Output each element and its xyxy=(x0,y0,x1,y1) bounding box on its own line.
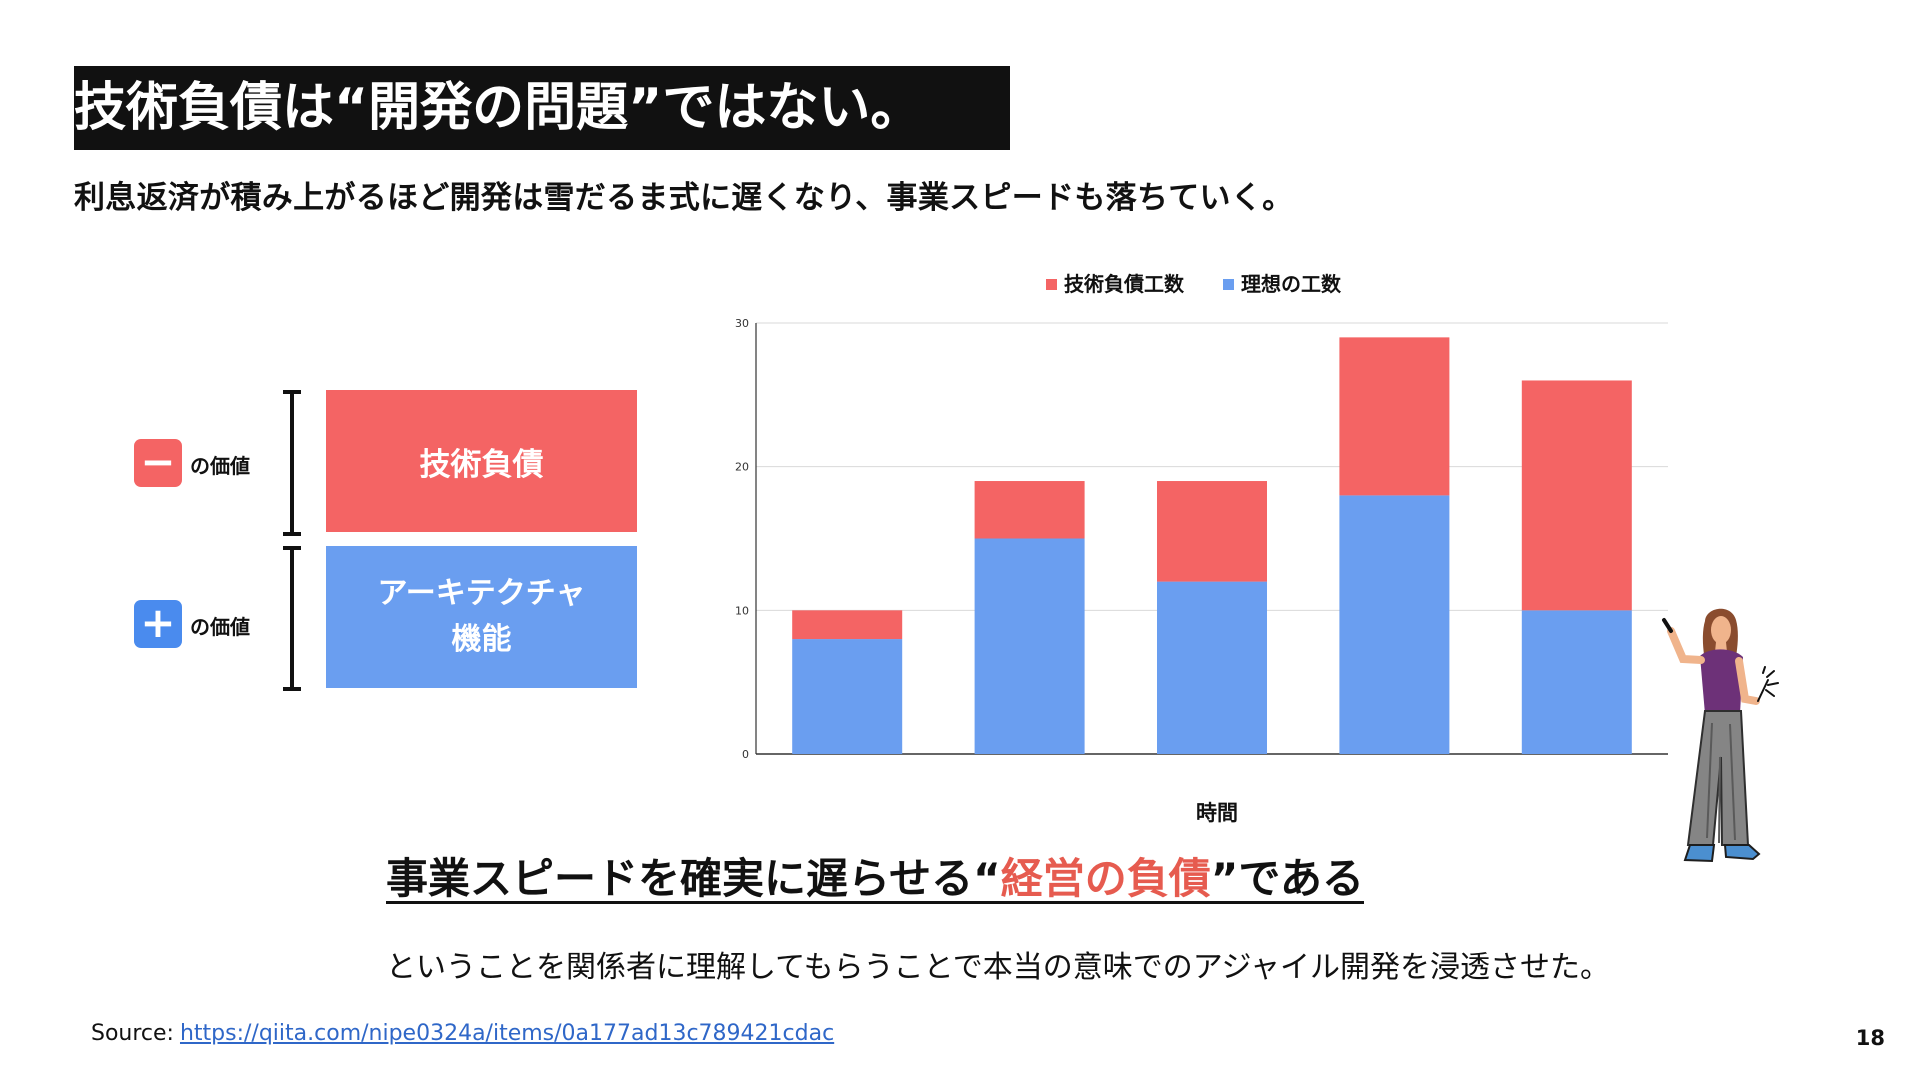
chart-grid xyxy=(756,322,1668,755)
y-tick-label: 0 xyxy=(742,748,749,761)
presenter-shirt-icon xyxy=(1700,649,1743,714)
technical-debt-bar xyxy=(1157,481,1267,582)
conclusion-highlight: 経営の負債 xyxy=(1000,854,1211,903)
ideal-effort-bar xyxy=(1157,581,1267,754)
legend-label: 技術負債工数 xyxy=(1064,272,1185,296)
technical-debt-bar xyxy=(792,610,903,640)
technical-debt-bar xyxy=(1521,380,1632,611)
positive-value-label: の価値 xyxy=(190,615,250,639)
negative-value-label: の価値 xyxy=(190,454,250,478)
ideal-effort-bar xyxy=(1339,495,1450,754)
architecture-label: アーキテクチャ xyxy=(377,575,586,611)
legend-label: 理想の工数 xyxy=(1241,272,1342,296)
slide-title: 技術負債は“開発の問題”ではない。 xyxy=(74,66,1010,150)
legend-swatch xyxy=(1223,279,1234,290)
presenter-illustration-icon xyxy=(1662,608,1779,863)
source-citation: Source: https://qiita.com/nipe0324a/items… xyxy=(91,1021,834,1046)
technical-debt-bar xyxy=(1339,337,1450,496)
technical-debt-bar xyxy=(974,481,1085,539)
technical-debt-box: 技術負債 xyxy=(326,390,637,532)
x-axis-label: 時間 xyxy=(1196,801,1238,825)
presenter-arm-icon xyxy=(1662,618,1779,705)
plus-icon: + xyxy=(134,600,182,648)
source-label: Source: xyxy=(91,1021,174,1046)
y-tick-label: 30 xyxy=(735,317,749,330)
y-tick-label: 20 xyxy=(735,461,749,474)
ideal-effort-bar xyxy=(974,538,1085,754)
negative-value-bracket xyxy=(283,390,301,536)
conclusion-suffix: ”である xyxy=(1210,854,1364,903)
source-link[interactable]: https://qiita.com/nipe0324a/items/0a177a… xyxy=(179,1021,835,1046)
presenter-pants-icon xyxy=(1686,710,1750,846)
chart-axis: 0 10 20 30 時間 xyxy=(735,317,1238,825)
architecture-feature-box: アーキテクチャ 機能 xyxy=(326,546,637,688)
y-tick-label: 10 xyxy=(735,604,749,617)
conclusion-prefix: 事業スピードを確実に遅らせる“ xyxy=(386,854,1001,903)
positive-value-bracket xyxy=(283,546,301,691)
minus-icon: − xyxy=(134,439,182,487)
page-number: 18 xyxy=(1855,1026,1885,1050)
ideal-effort-bar xyxy=(1521,610,1632,754)
presenter-shoes-icon xyxy=(1683,844,1761,863)
feature-label: 機能 xyxy=(451,622,512,657)
explanation-note: ということを関係者に理解してもらうことで本当の意味でのアジャイル開発を浸透させた… xyxy=(386,950,1610,985)
slide-subtitle: 利息返済が積み上がるほど開発は雪だるま式に遅くなり、事業スピードも落ちていく。 xyxy=(74,180,1294,216)
conclusion-text: 事業スピードを確実に遅らせる“経営の負債”である xyxy=(386,854,1364,905)
chart-legend: 技術負債工数 理想の工数 xyxy=(1046,272,1342,296)
chart-bars xyxy=(792,337,1632,754)
ideal-effort-bar xyxy=(792,639,903,754)
value-diagram: − の価値 + の価値 技術負債 アーキテクチャ 機能 xyxy=(0,0,700,720)
legend-swatch xyxy=(1046,279,1057,290)
